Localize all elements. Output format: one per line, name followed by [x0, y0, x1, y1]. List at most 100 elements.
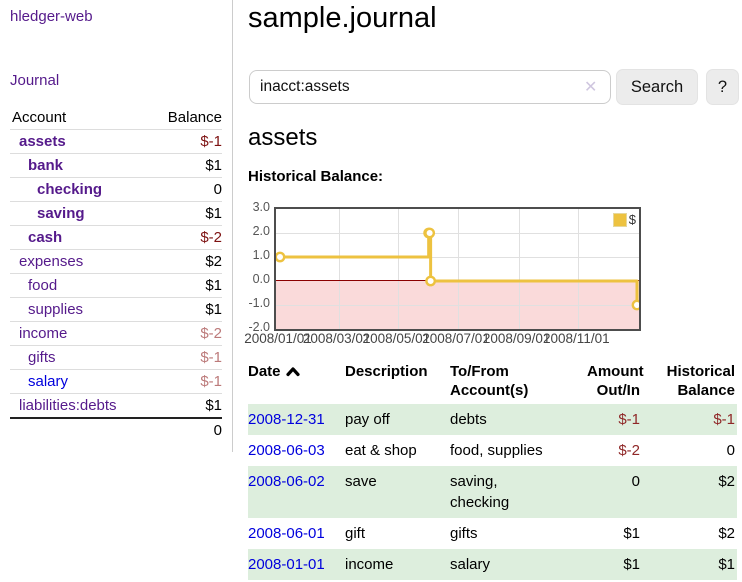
- account-row: expenses $2: [10, 249, 222, 274]
- y-tick-label: -2.0: [248, 320, 270, 334]
- transaction-amount: $1: [623, 556, 640, 573]
- account-row: gifts $-1: [10, 345, 222, 370]
- account-row: assets $-1: [10, 129, 222, 154]
- page-title: sample.journal: [248, 2, 437, 34]
- balance-line-series: [276, 227, 639, 311]
- transaction-balance: $2: [718, 525, 735, 542]
- legend-label: $: [628, 212, 636, 227]
- chart-title: Historical Balance:: [248, 168, 384, 185]
- transaction-date-link[interactable]: 2008-01-01: [248, 556, 325, 573]
- sidebar-item-journal[interactable]: Journal: [10, 72, 60, 89]
- account-link-income[interactable]: income: [19, 325, 68, 342]
- main-content: sample.journal ✕ Search ? assets Histori…: [244, 0, 742, 582]
- account-link-salary[interactable]: salary: [28, 373, 69, 390]
- brand-link[interactable]: hledger-web: [10, 8, 93, 25]
- account-link-food[interactable]: food: [28, 277, 58, 294]
- account-link-assets[interactable]: assets: [19, 133, 66, 150]
- transaction-description: eat & shop: [345, 442, 417, 459]
- account-balance: $1: [150, 273, 222, 298]
- transaction-row: 2008-06-02 save saving, checking 0 $2: [248, 466, 737, 518]
- account-row: cash $-2: [10, 225, 222, 250]
- transaction-amount: $-1: [618, 411, 640, 428]
- y-tick-label: 1.0: [252, 248, 270, 262]
- x-tick-label: 2008/11/01: [543, 331, 610, 346]
- date-header-label: Date: [248, 363, 281, 380]
- search-button[interactable]: Search: [616, 69, 698, 105]
- account-column-header: Account: [12, 109, 67, 126]
- x-tick-label: 2008/03/01: [302, 331, 371, 346]
- balance-column-header: Historical Balance: [666, 363, 735, 399]
- y-tick-label: 0.0: [252, 272, 270, 286]
- account-balance: $2: [150, 249, 222, 274]
- transaction-description: gift: [345, 525, 366, 542]
- account-row: saving $1: [10, 201, 222, 226]
- account-row: checking 0: [10, 177, 222, 202]
- sort-ascending-icon: [285, 367, 300, 377]
- transaction-date-link[interactable]: 2008-06-01: [248, 525, 325, 542]
- account-row: liabilities:debts $1: [10, 393, 222, 418]
- transaction-description: save: [345, 473, 377, 490]
- account-row: income $-2: [10, 321, 222, 346]
- accounts-column-header: To/From Account(s): [450, 363, 529, 399]
- y-tick-label: 3.0: [252, 200, 270, 214]
- chart-legend: $: [612, 212, 636, 227]
- legend-swatch-icon: [612, 212, 627, 227]
- account-link-liabilities-debts[interactable]: liabilities:debts: [19, 397, 117, 414]
- account-row: food $1: [10, 273, 222, 298]
- data-point: [276, 251, 286, 263]
- help-button[interactable]: ?: [706, 69, 739, 105]
- account-balance: $-2: [150, 225, 222, 250]
- account-link-checking[interactable]: checking: [37, 181, 103, 198]
- clear-search-icon[interactable]: ✕: [584, 79, 598, 96]
- transaction-row: 2008-12-31 pay off debts $-1 $-1: [248, 404, 737, 435]
- account-link-gifts[interactable]: gifts: [28, 349, 56, 366]
- account-page-title: assets: [248, 124, 318, 151]
- accounts-total-row: 0: [10, 417, 222, 442]
- transaction-amount: 0: [631, 473, 640, 490]
- account-link-saving[interactable]: saving: [37, 205, 85, 222]
- chart-plot-area: $: [274, 207, 641, 331]
- transaction-accounts: gifts: [450, 525, 478, 542]
- data-point: [425, 275, 437, 287]
- transaction-accounts: food, supplies: [450, 442, 543, 459]
- account-link-bank[interactable]: bank: [28, 157, 64, 174]
- transaction-amount: $1: [623, 525, 640, 542]
- account-balance: $-1: [150, 129, 222, 154]
- transaction-balance: $2: [718, 473, 735, 490]
- transaction-description: pay off: [345, 411, 390, 428]
- transaction-row: 2008-01-01 income salary $1 $1: [248, 549, 737, 580]
- transaction-date-link[interactable]: 2008-06-03: [248, 442, 325, 459]
- account-link-supplies[interactable]: supplies: [28, 301, 84, 318]
- x-tick-label: 2008/05/01: [362, 331, 431, 346]
- transaction-balance: $1: [718, 556, 735, 573]
- transaction-accounts: salary: [450, 556, 491, 573]
- date-column-header[interactable]: Date: [248, 358, 345, 404]
- transactions-table: Date Description To/From Account(s) Amou…: [248, 358, 737, 580]
- accounts-table-header: Account Balance: [10, 106, 222, 130]
- transaction-row: 2008-06-03 eat & shop food, supplies $-2…: [248, 435, 737, 466]
- accounts-table: Account Balance assets $-1 bank $1 check…: [10, 106, 222, 442]
- transaction-date-link[interactable]: 2008-06-02: [248, 473, 325, 490]
- account-balance: $1: [150, 393, 222, 418]
- y-tick-label: 2.0: [252, 224, 270, 238]
- account-row: supplies $1: [10, 297, 222, 322]
- account-balance: $1: [150, 297, 222, 322]
- account-balance: $-1: [150, 345, 222, 370]
- y-tick-label: -1.0: [248, 296, 270, 310]
- account-row: bank $1: [10, 153, 222, 178]
- transactions-header-row: Date Description To/From Account(s) Amou…: [248, 358, 737, 404]
- transaction-date-link[interactable]: 2008-12-31: [248, 411, 325, 428]
- transaction-row: 2008-06-01 gift gifts $1 $2: [248, 518, 737, 549]
- sidebar: hledger-web Journal Account Balance asse…: [0, 0, 233, 452]
- account-link-expenses[interactable]: expenses: [19, 253, 84, 270]
- account-balance: 0: [150, 177, 222, 202]
- account-balance: $-2: [150, 321, 222, 346]
- account-row: salary $-1: [10, 369, 222, 394]
- transaction-balance: $-1: [713, 411, 735, 428]
- transaction-accounts: debts: [450, 411, 487, 428]
- search-input[interactable]: [249, 70, 611, 104]
- transaction-accounts: saving, checking: [450, 473, 510, 511]
- account-balance: $-1: [150, 369, 222, 394]
- account-link-cash[interactable]: cash: [28, 229, 63, 246]
- amount-column-header: Amount Out/In: [587, 363, 644, 399]
